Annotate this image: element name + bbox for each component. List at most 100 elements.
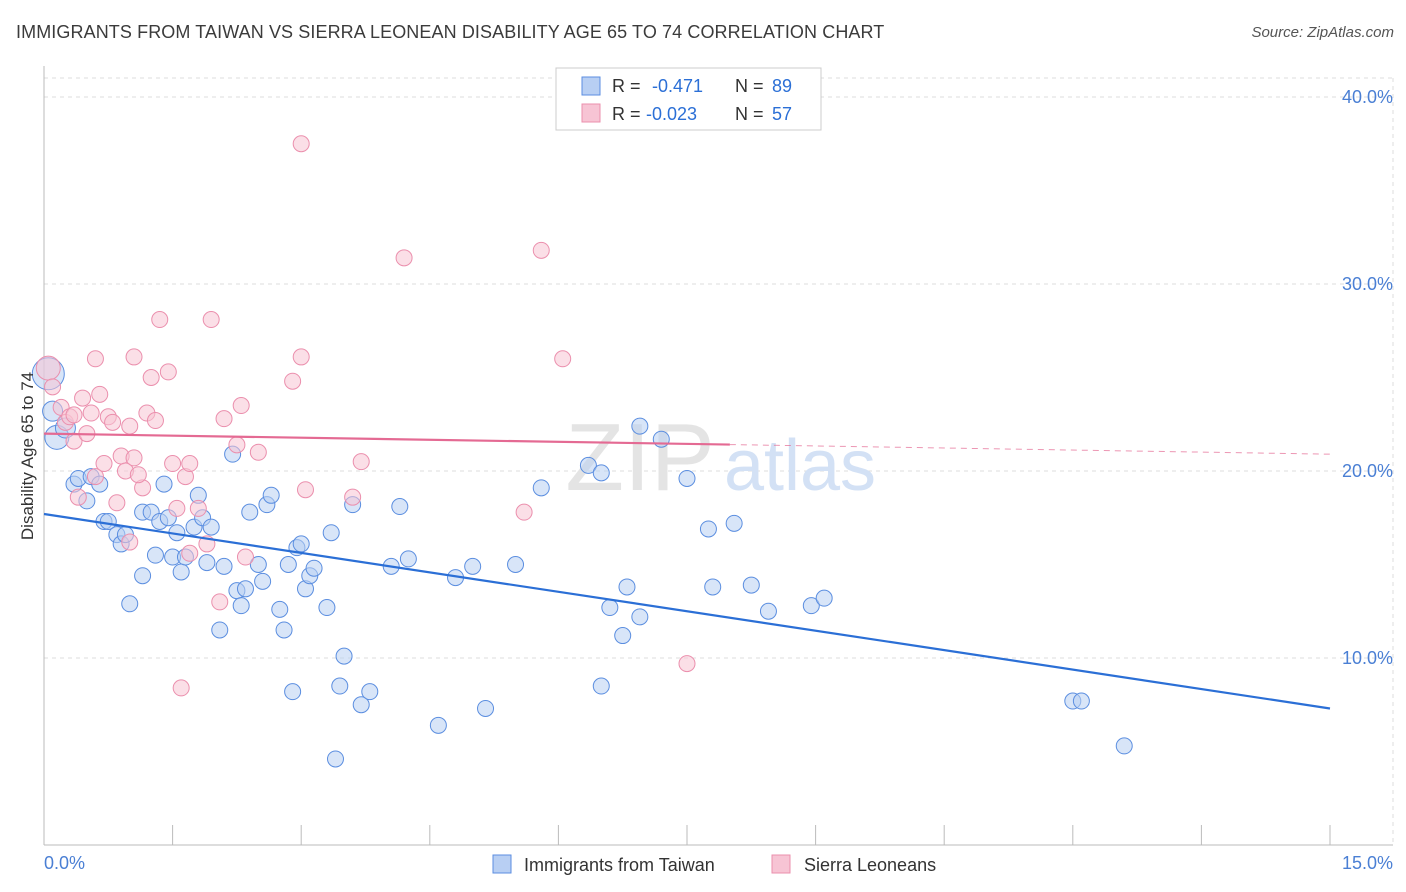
point-taiwan <box>146 546 164 564</box>
y-tick-label: 20.0% <box>1342 461 1393 481</box>
point-sierra-leonean <box>69 488 87 506</box>
point-taiwan <box>815 589 833 607</box>
point-taiwan <box>155 475 173 493</box>
point-sierra-leonean <box>129 466 147 484</box>
point-sierra-leonean <box>202 311 220 329</box>
point-sierra-leonean <box>86 350 104 368</box>
legend-label-sierra: Sierra Leoneans <box>804 855 936 875</box>
point-sierra-leonean <box>146 412 164 430</box>
point-sierra-leonean <box>228 436 246 454</box>
point-sierra-leonean <box>121 417 139 435</box>
point-taiwan <box>725 514 743 532</box>
point-sierra-leonean <box>189 499 207 517</box>
chart-source: Source: ZipAtlas.com <box>1251 24 1394 41</box>
x-tick-label-max: 15.0% <box>1342 853 1393 873</box>
point-taiwan <box>631 417 649 435</box>
point-taiwan <box>331 677 349 695</box>
point-taiwan <box>275 621 293 639</box>
point-taiwan <box>704 578 722 596</box>
point-taiwan <box>652 430 670 448</box>
point-sierra-leonean <box>249 443 267 461</box>
point-sierra-leonean <box>95 455 113 473</box>
point-taiwan <box>198 554 216 572</box>
point-sierra-leonean <box>215 410 233 428</box>
point-taiwan <box>477 699 495 717</box>
point-sierra-leonean <box>44 378 62 396</box>
y-tick-label: 10.0% <box>1342 648 1393 668</box>
watermark: ZIP atlas <box>565 404 876 511</box>
point-sierra-leonean <box>104 413 122 431</box>
point-taiwan <box>507 556 525 573</box>
point-taiwan <box>236 580 254 598</box>
point-taiwan <box>292 535 310 553</box>
trend-line-sierra-leonean <box>43 432 730 446</box>
point-taiwan <box>1072 692 1090 710</box>
point-taiwan <box>305 559 323 577</box>
point-taiwan <box>254 572 272 590</box>
point-sierra-leonean <box>678 655 696 673</box>
chart-title: IMMIGRANTS FROM TAIWAN VS SIERRA LEONEAN… <box>16 22 885 42</box>
watermark-atlas: atlas <box>724 426 876 506</box>
point-taiwan <box>618 578 636 596</box>
stats-swatch-pink <box>581 103 601 123</box>
point-taiwan <box>361 683 379 701</box>
point-sierra-leonean <box>352 453 370 471</box>
legend-swatch-sierra <box>771 854 791 874</box>
point-taiwan <box>742 576 760 594</box>
point-sierra-leonean <box>232 397 250 415</box>
point-sierra-leonean <box>125 348 143 366</box>
point-taiwan <box>318 599 336 617</box>
point-sierra-leonean <box>292 135 310 153</box>
point-sierra-leonean <box>168 499 186 517</box>
point-taiwan <box>601 599 619 617</box>
y-tick-labels: 10.0% 20.0% 30.0% 40.0% <box>1342 87 1393 668</box>
point-taiwan <box>391 498 409 516</box>
legend-label-taiwan: Immigrants from Taiwan <box>524 855 715 875</box>
point-sierra-leonean <box>296 481 314 499</box>
stats-r-value-2: -0.023 <box>646 104 697 124</box>
point-taiwan <box>1115 737 1133 755</box>
axes <box>43 66 1393 846</box>
stats-legend: R = -0.471 N = 89 R = -0.023 N = 57 <box>555 67 822 131</box>
point-taiwan <box>592 677 610 695</box>
legend-swatch-taiwan <box>492 854 512 874</box>
y-axis-label: Disability Age 65 to 74 <box>18 372 37 540</box>
point-taiwan <box>241 503 259 521</box>
point-taiwan <box>699 520 717 538</box>
point-taiwan <box>429 716 447 734</box>
point-sierra-leonean <box>181 455 199 473</box>
point-sierra-leonean <box>211 593 229 611</box>
stats-n-label-1: N = <box>735 76 764 96</box>
point-taiwan <box>134 567 152 585</box>
grid-lines <box>44 77 1394 845</box>
stats-n-label-2: N = <box>735 104 764 124</box>
trend-line-sierra-leonean-dashed <box>729 444 1331 455</box>
point-taiwan <box>271 600 289 618</box>
point-taiwan <box>399 550 417 568</box>
point-sierra-leonean <box>159 363 177 381</box>
point-sierra-leonean <box>125 449 143 467</box>
point-taiwan <box>202 518 220 536</box>
point-taiwan <box>121 595 139 613</box>
point-sierra-leonean <box>65 406 83 424</box>
point-taiwan <box>802 597 820 615</box>
x-tick-labels: 0.0% 15.0% <box>44 853 1393 873</box>
point-sierra-leonean <box>142 369 160 386</box>
point-sierra-leonean <box>86 468 104 486</box>
stats-r-label-1: R = <box>612 76 641 96</box>
point-taiwan <box>631 608 649 626</box>
point-taiwan <box>579 456 597 474</box>
stats-n-value-2: 57 <box>772 104 792 124</box>
data-points <box>31 135 1133 768</box>
y-tick-label: 40.0% <box>1342 87 1393 107</box>
point-sierra-leonean <box>121 533 139 551</box>
point-sierra-leonean <box>82 404 100 422</box>
point-sierra-leonean <box>108 494 126 512</box>
point-taiwan <box>678 469 696 487</box>
point-sierra-leonean <box>515 503 533 521</box>
point-taiwan <box>249 556 267 573</box>
stats-n-value-1: 89 <box>772 76 792 96</box>
point-sierra-leonean <box>35 355 61 381</box>
stats-r-label-2: R = <box>612 104 641 124</box>
point-sierra-leonean <box>532 241 550 259</box>
